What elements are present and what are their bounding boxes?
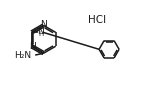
Text: N: N [37,27,44,36]
Text: N: N [29,42,35,51]
Text: N: N [40,20,47,29]
Text: H: H [38,31,43,37]
Text: H₂N: H₂N [14,51,31,60]
Text: HCl: HCl [89,15,107,25]
